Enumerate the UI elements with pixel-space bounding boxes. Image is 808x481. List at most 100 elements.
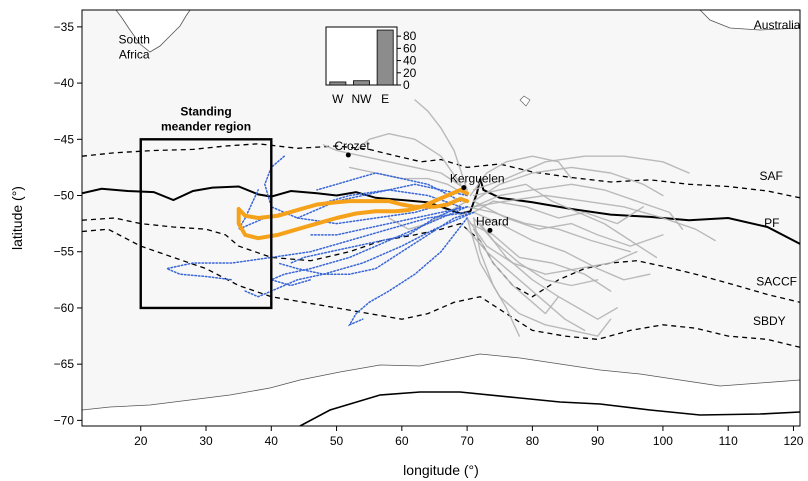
inset-bar xyxy=(376,29,394,86)
x-tick-label: 90 xyxy=(591,434,605,448)
inset-y-tick-label: 80 xyxy=(403,29,417,43)
tracks-layer xyxy=(164,99,716,337)
x-axis-label: longitude (°) xyxy=(403,462,479,478)
front-saf xyxy=(82,143,800,199)
inset-y-tick-label: 40 xyxy=(403,54,417,68)
x-tick-label: 50 xyxy=(330,434,344,448)
track-east-gray xyxy=(472,155,690,191)
track-west-blue xyxy=(290,206,462,264)
front-label: SACCF xyxy=(756,274,797,288)
y-tick-label: −50 xyxy=(54,189,75,203)
place-marker xyxy=(461,185,467,191)
axes-layer: 20 30 40 50 60 70 80 90 100 110 120 −35 −40 −45 −50 −55… xyxy=(9,9,804,478)
meander-region-layer xyxy=(139,138,273,310)
track-highlight xyxy=(236,187,470,241)
meander-region-label-line: Standing xyxy=(180,104,231,118)
place-marker xyxy=(345,152,351,158)
meander-region-box xyxy=(139,138,273,310)
meander-region-label: Standing meander region xyxy=(161,104,251,133)
y-tick-label: −55 xyxy=(54,245,75,259)
track-west-gray xyxy=(414,99,468,191)
x-tick-label: 30 xyxy=(199,434,213,448)
front-label: SBDY xyxy=(753,314,786,328)
x-tick-label: 60 xyxy=(395,434,409,448)
fronts-layer xyxy=(82,143,800,348)
track-east-gray xyxy=(466,206,631,253)
track-east-gray xyxy=(472,211,651,281)
track-east-gray xyxy=(472,200,664,247)
inset-bar xyxy=(329,81,347,86)
track-nw-blue xyxy=(264,155,455,225)
track-east-gray xyxy=(466,217,638,275)
inset-y-tick-label: 20 xyxy=(403,66,417,80)
place-label-line: Kerguelen xyxy=(450,172,505,186)
place-label-line: Australia xyxy=(754,18,801,32)
track-east-gray xyxy=(472,166,664,202)
y-tick-label: −35 xyxy=(54,20,75,34)
track-east-gray xyxy=(472,228,560,315)
track-nw-blue xyxy=(296,183,468,219)
track-west-blue xyxy=(277,211,475,275)
x-tick-label: 110 xyxy=(719,434,738,448)
front-label: PF xyxy=(764,216,779,230)
track-east-gray xyxy=(472,183,658,259)
track-west-blue xyxy=(347,217,468,327)
front-sbdy xyxy=(82,228,800,348)
antarctic-ice-front xyxy=(299,391,800,426)
place-label-line: Crozet xyxy=(334,139,370,153)
places-layer: Standing meander region South Africa Austral… xyxy=(119,18,801,233)
track-west-gray xyxy=(348,166,468,197)
front-labels: SAF PF SACCF SBDY xyxy=(753,169,797,328)
australia-coast xyxy=(699,10,800,31)
place-label: Heard xyxy=(476,214,509,228)
track-west-gray xyxy=(355,132,462,186)
x-tick-label: 120 xyxy=(783,434,803,448)
land-layer xyxy=(82,10,800,426)
place-label-line: Heard xyxy=(476,214,509,228)
inset-category-label: W xyxy=(332,92,344,106)
x-tick-label: 20 xyxy=(134,434,148,448)
track-west-blue xyxy=(164,211,468,281)
track-east-gray xyxy=(469,222,612,292)
place-label: South Africa xyxy=(119,33,150,62)
track-east-gray xyxy=(466,217,612,337)
inset-category-label: E xyxy=(381,92,389,106)
y-tick-label: −40 xyxy=(54,76,75,90)
track-east-gray xyxy=(472,217,520,337)
place-label-line: South xyxy=(119,33,150,47)
x-tick-label: 70 xyxy=(460,434,474,448)
x-tick-label: 80 xyxy=(526,434,540,448)
place-label: Crozet xyxy=(334,139,370,153)
y-axis-label: latitude (°) xyxy=(9,186,25,250)
track-west-blue xyxy=(309,206,468,236)
track-west-blue xyxy=(269,206,468,287)
inset-category-label: NW xyxy=(352,92,373,106)
place-label: Australia xyxy=(754,18,801,32)
inset-y-tick-label: 0 xyxy=(403,78,410,92)
meander-region-label-line: meander region xyxy=(161,119,251,133)
track-nw-blue xyxy=(316,172,462,202)
shoal-outline xyxy=(519,95,531,107)
track-east-gray xyxy=(472,200,644,225)
front-pf xyxy=(82,178,800,245)
place-label-line: Africa xyxy=(119,48,150,62)
track-east-gray xyxy=(472,194,716,242)
track-east-gray xyxy=(466,228,586,332)
front-label: SAF xyxy=(760,169,783,183)
x-tick-label: 100 xyxy=(653,434,673,448)
plot-frame xyxy=(81,9,801,427)
y-tick-label: −45 xyxy=(54,132,75,146)
track-east-gray xyxy=(472,183,684,230)
inset-bar xyxy=(353,80,370,86)
track-east-gray xyxy=(469,155,573,197)
y-tick-label: −70 xyxy=(54,413,75,427)
y-tick-label: −60 xyxy=(54,301,75,315)
inset-y-tick-label: 60 xyxy=(403,41,417,55)
africa-coast xyxy=(115,10,191,53)
x-tick-label: 40 xyxy=(265,434,279,448)
track-west-gray xyxy=(322,144,468,191)
place-marker xyxy=(487,227,493,233)
place-label: Kerguelen xyxy=(450,172,505,186)
